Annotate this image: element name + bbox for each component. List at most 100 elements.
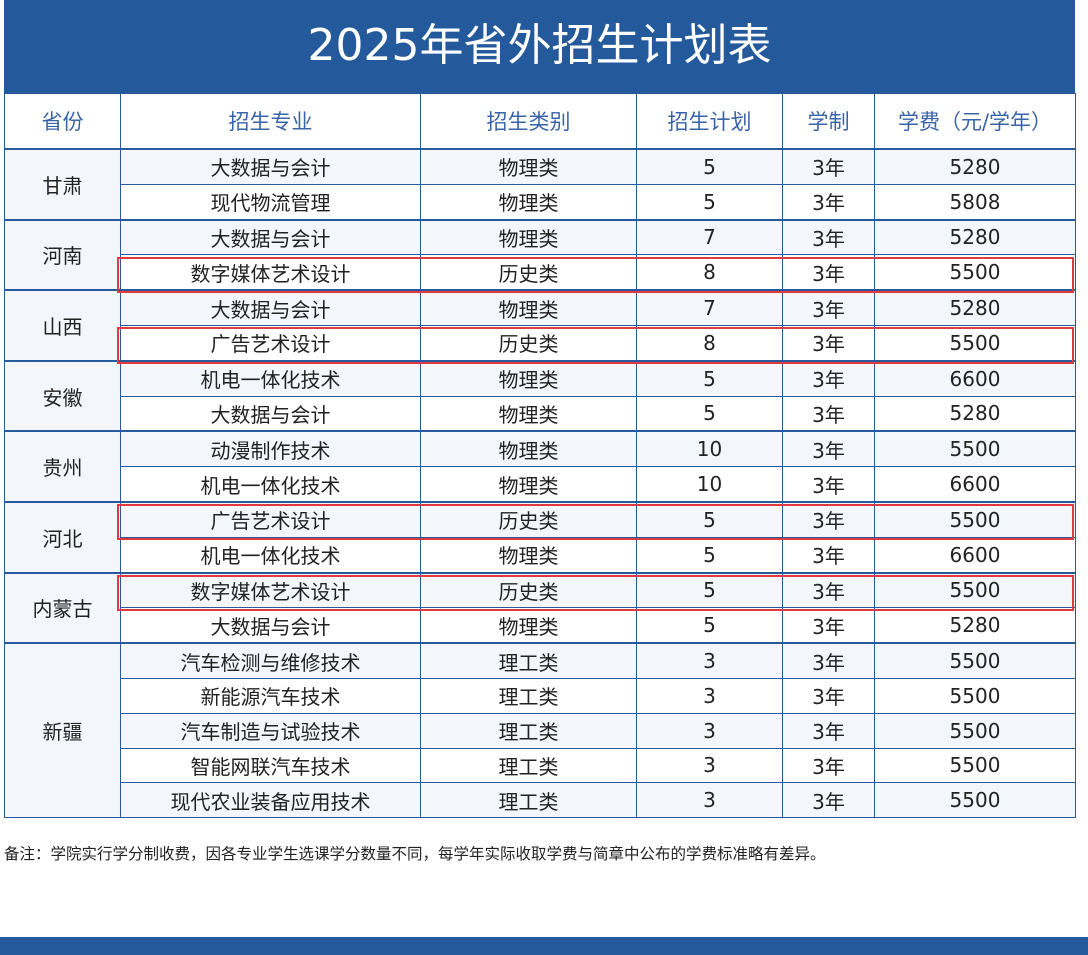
table-row: 安徽 机电一体化技术 物理类 5 3年 6600	[4, 359, 1076, 432]
major-cell: 汽车制造与试验技术	[120, 712, 421, 749]
table-row: 数字媒体艺术设计 历史类 8 3年 5500	[5, 254, 1076, 291]
fee-cell: 5500	[874, 324, 1076, 362]
table-row: 大数据与会计 物理类 5 3年 5280	[5, 395, 1076, 432]
duration-cell: 3年	[782, 359, 875, 397]
table-row: 智能网联汽车技术 理工类 3 3年 5500	[5, 747, 1076, 784]
major-cell: 机电一体化技术	[120, 536, 421, 574]
duration-cell: 3年	[782, 747, 875, 784]
province-cell: 安徽	[4, 359, 121, 432]
major-cell: 现代物流管理	[120, 183, 421, 221]
table-row: 贵州 动漫制作技术 物理类 10 3年 5500	[4, 430, 1076, 503]
table-row: 汽车制造与试验技术 理工类 3 3年 5500	[5, 712, 1076, 749]
enrollment-plan-table: 省份 招生专业 招生类别 招生计划 学制 学费（元/学年） 甘肃 大数据与会计 物理…	[4, 93, 1076, 819]
fee-cell: 5280	[874, 147, 1076, 185]
category-cell: 物理类	[420, 218, 637, 256]
major-cell: 机电一体化技术	[120, 359, 421, 397]
duration-cell: 3年	[782, 395, 875, 432]
table-row: 河北 广告艺术设计 历史类 5 3年 5500	[4, 500, 1076, 574]
fee-cell: 5500	[874, 254, 1076, 291]
category-cell: 物理类	[420, 147, 637, 185]
plan-cell: 3	[636, 642, 783, 679]
duration-cell: 3年	[782, 430, 875, 468]
category-cell: 物理类	[420, 183, 637, 221]
fee-cell: 5280	[874, 289, 1076, 326]
duration-cell: 3年	[782, 607, 875, 644]
plan-cell: 5	[636, 395, 783, 432]
header-major: 招生专业	[120, 93, 421, 150]
category-cell: 物理类	[420, 289, 637, 326]
duration-cell: 3年	[782, 324, 875, 362]
category-cell: 理工类	[420, 677, 637, 714]
plan-cell: 3	[636, 747, 783, 784]
category-cell: 理工类	[420, 642, 637, 679]
fee-cell: 5500	[874, 782, 1076, 819]
table-header-row: 省份 招生专业 招生类别 招生计划 学制 学费（元/学年）	[4, 93, 1076, 150]
table-row: 机电一体化技术 物理类 5 3年 6600	[5, 536, 1076, 574]
fee-cell: 5500	[874, 712, 1076, 749]
duration-cell: 3年	[782, 536, 875, 574]
plan-cell: 10	[636, 466, 783, 503]
plan-cell: 3	[636, 782, 783, 819]
duration-cell: 3年	[782, 183, 875, 221]
category-cell: 理工类	[420, 747, 637, 784]
fee-cell: 6600	[874, 536, 1076, 574]
plan-cell: 8	[636, 254, 783, 291]
table-row: 山西 大数据与会计 物理类 7 3年 5280	[4, 289, 1076, 362]
duration-cell: 3年	[782, 642, 875, 679]
title-banner: 2025年省外招生计划表	[4, 0, 1075, 93]
fee-cell: 5808	[874, 183, 1076, 221]
province-cell: 内蒙古	[4, 571, 121, 644]
major-cell: 智能网联汽车技术	[120, 747, 421, 784]
major-cell: 数字媒体艺术设计	[120, 254, 421, 291]
header-plan: 招生计划	[636, 93, 783, 150]
plan-cell: 5	[636, 359, 783, 397]
page-title: 2025年省外招生计划表	[307, 20, 772, 71]
category-cell: 历史类	[420, 500, 637, 538]
table-row: 新能源汽车技术 理工类 3 3年 5500	[5, 677, 1076, 714]
major-cell: 大数据与会计	[120, 607, 421, 644]
plan-cell: 5	[636, 500, 783, 538]
plan-cell: 5	[636, 183, 783, 221]
duration-cell: 3年	[782, 782, 875, 819]
plan-cell: 7	[636, 289, 783, 326]
major-cell: 动漫制作技术	[120, 430, 421, 468]
major-cell: 广告艺术设计	[120, 324, 421, 362]
fee-cell: 5500	[874, 747, 1076, 784]
major-cell: 大数据与会计	[120, 147, 421, 185]
duration-cell: 3年	[782, 712, 875, 749]
category-cell: 物理类	[420, 395, 637, 432]
table-row: 内蒙古 数字媒体艺术设计 历史类 5 3年 5500	[4, 571, 1076, 644]
duration-cell: 3年	[782, 218, 875, 256]
footnote: 备注：学院实行学分制收费，因各专业学生选课学分数量不同，每学年实际收取学费与简章…	[4, 845, 826, 863]
duration-cell: 3年	[782, 147, 875, 185]
duration-cell: 3年	[782, 571, 875, 609]
plan-cell: 7	[636, 218, 783, 256]
table-row: 广告艺术设计 历史类 8 3年 5500	[5, 324, 1076, 362]
major-cell: 大数据与会计	[120, 289, 421, 326]
duration-cell: 3年	[782, 677, 875, 714]
major-cell: 现代农业装备应用技术	[120, 782, 421, 819]
fee-cell: 5500	[874, 571, 1076, 609]
major-cell: 大数据与会计	[120, 395, 421, 432]
fee-cell: 5500	[874, 642, 1076, 679]
fee-cell: 5500	[874, 677, 1076, 714]
table-row: 甘肃 大数据与会计 物理类 5 3年 5280	[4, 147, 1076, 221]
category-cell: 物理类	[420, 607, 637, 644]
duration-cell: 3年	[782, 289, 875, 326]
major-cell: 数字媒体艺术设计	[120, 571, 421, 609]
table-row: 现代物流管理 物理类 5 3年 5808	[5, 183, 1076, 221]
category-cell: 物理类	[420, 536, 637, 574]
category-cell: 理工类	[420, 782, 637, 819]
category-cell: 物理类	[420, 430, 637, 468]
province-cell: 河北	[4, 500, 121, 574]
footer-bar	[0, 937, 1088, 955]
fee-cell: 6600	[874, 466, 1076, 503]
province-cell: 山西	[4, 289, 121, 362]
plan-cell: 8	[636, 324, 783, 362]
fee-cell: 5280	[874, 607, 1076, 644]
plan-cell: 5	[636, 571, 783, 609]
category-cell: 物理类	[420, 466, 637, 503]
category-cell: 物理类	[420, 359, 637, 397]
table-row: 大数据与会计 物理类 5 3年 5280	[5, 607, 1076, 644]
fee-cell: 5500	[874, 430, 1076, 468]
